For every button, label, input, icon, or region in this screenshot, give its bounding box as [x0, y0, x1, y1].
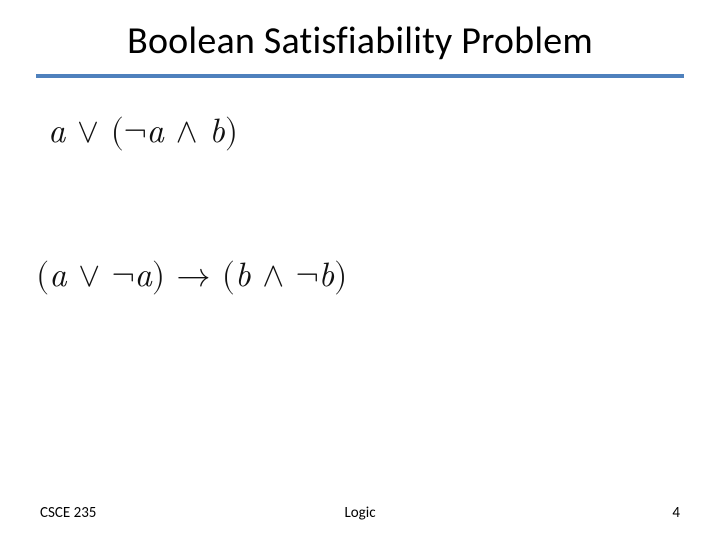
footer-page-number: 4	[672, 504, 680, 522]
footer-course: CSCE 235	[40, 504, 96, 522]
title-divider	[36, 74, 684, 78]
page-title: Boolean Satisfiability Problem	[40, 18, 680, 64]
footer: CSCE 235 Logic 4	[0, 504, 720, 522]
slide: Boolean Satisfiability Problem a ∨ (¬a ∧…	[0, 0, 720, 540]
footer-topic: Logic	[344, 504, 375, 522]
formula-2: (a ∨ ¬a) → (b ∧ ¬b)	[36, 248, 347, 297]
title-container: Boolean Satisfiability Problem	[0, 0, 720, 68]
formula-1: a ∨ (¬a ∧ b)	[48, 104, 238, 153]
